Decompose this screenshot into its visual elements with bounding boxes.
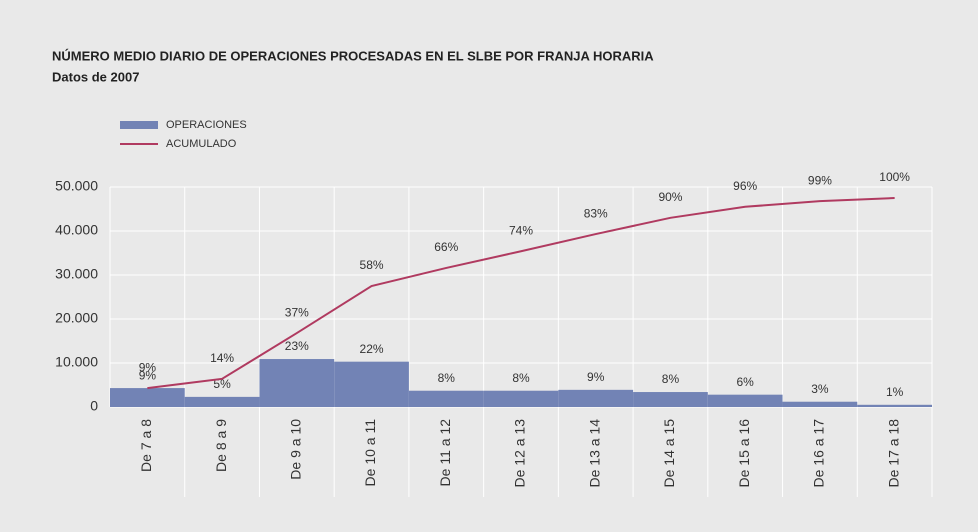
bar [334, 361, 409, 407]
chart-title: NÚMERO MEDIO DIARIO DE OPERACIONES PROCE… [52, 48, 654, 63]
x-tick-label: De 9 a 10 [288, 419, 304, 480]
legend-swatch [120, 121, 158, 129]
y-tick-label: 40.000 [55, 222, 98, 238]
bar [558, 389, 634, 407]
line [147, 197, 895, 390]
line-value-label: 58% [360, 258, 384, 272]
y-tick-label: 50.000 [55, 178, 98, 194]
line-value-label: 37% [285, 305, 309, 319]
y-tick-label: 10.000 [55, 354, 98, 370]
line-value-label: 74% [509, 223, 533, 237]
bar [707, 394, 783, 407]
line-value-label: 96% [733, 179, 757, 193]
bar-value-label: 3% [811, 382, 829, 396]
y-tick-label: 0 [90, 398, 98, 414]
x-tick-label: De 8 a 9 [213, 419, 229, 472]
bar [857, 404, 932, 407]
bar-value-label: 8% [438, 371, 456, 385]
x-tick-label: De 12 a 13 [512, 419, 528, 488]
line-value-label: 83% [584, 206, 608, 220]
legend-label: ACUMULADO [166, 138, 237, 150]
bar [782, 401, 858, 407]
line-value-label: 14% [210, 351, 234, 365]
line-value-label: 99% [808, 173, 832, 187]
bar [259, 359, 335, 407]
x-tick-label: De 13 a 14 [586, 419, 602, 488]
line-value-label: 9% [139, 360, 157, 374]
y-tick-label: 30.000 [55, 266, 98, 282]
bar-value-label: 9% [139, 368, 157, 382]
line-value-label: 66% [434, 240, 458, 254]
x-tick-label: De 17 a 18 [885, 419, 901, 488]
x-tick-label: De 10 a 11 [362, 419, 378, 487]
bar-value-label: 23% [285, 339, 309, 353]
bar-value-label: 8% [662, 372, 680, 386]
bar-value-label: 8% [512, 371, 530, 385]
x-tick-label: De 15 a 16 [736, 419, 752, 488]
chart-subtitle: Datos de 2007 [52, 69, 139, 84]
bar [408, 390, 484, 407]
bar-value-label: 9% [587, 370, 605, 384]
x-tick-label: De 16 a 17 [811, 419, 827, 488]
bar [483, 390, 559, 407]
bar [110, 388, 185, 407]
bar-value-label: 22% [360, 342, 384, 356]
legend-label: OPERACIONES [166, 119, 247, 131]
y-tick-label: 20.000 [55, 310, 98, 326]
bar-value-label: 1% [886, 385, 904, 399]
x-tick-label: De 14 a 15 [661, 419, 677, 488]
bar-value-label: 6% [737, 375, 755, 389]
bar [184, 396, 260, 407]
line-value-label: 90% [658, 190, 682, 204]
x-tick-label: De 7 a 8 [138, 419, 154, 472]
bar [633, 392, 708, 407]
line-value-label: 100% [879, 170, 910, 184]
bar-value-label: 5% [213, 377, 231, 391]
x-tick-label: De 11 a 12 [437, 419, 453, 487]
